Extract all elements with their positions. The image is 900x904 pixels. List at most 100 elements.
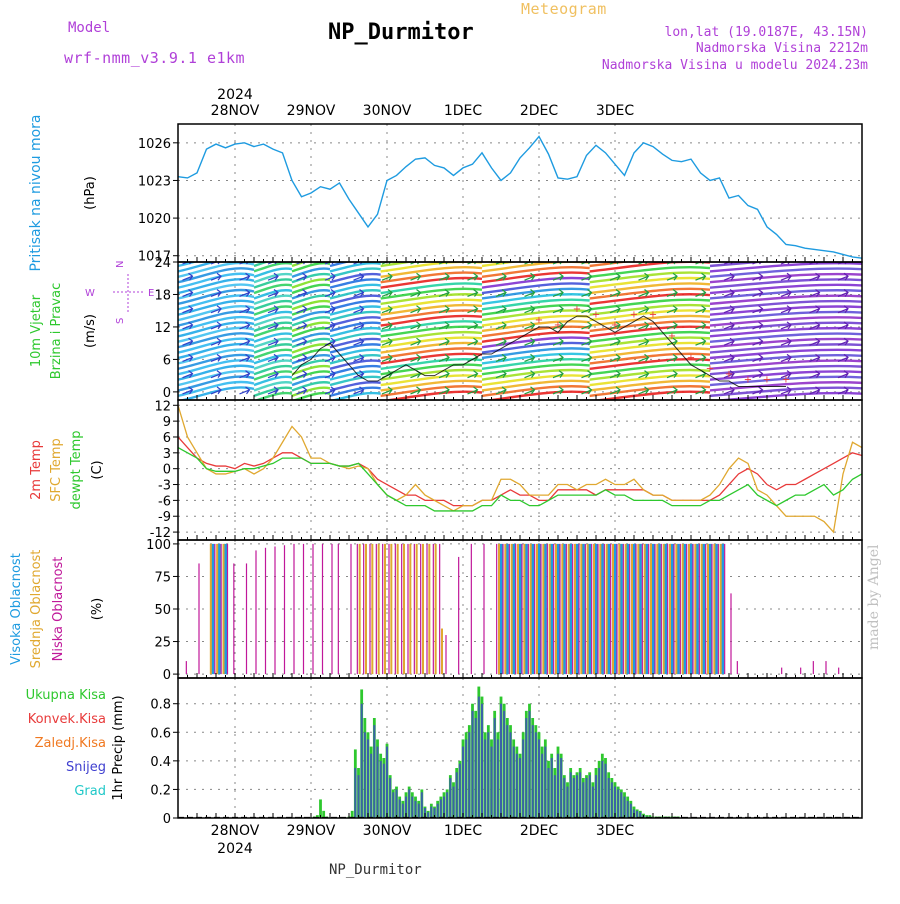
wind-arrow	[581, 272, 593, 281]
wind-streamline	[709, 332, 862, 343]
wind-arrow	[609, 305, 621, 314]
wind-streamline	[380, 314, 483, 327]
precip-snow-bar	[528, 710, 531, 818]
wind-arrow	[267, 337, 279, 346]
wind-streamline	[253, 354, 293, 365]
y-tick-label: 24	[154, 256, 171, 271]
wind-streamline	[253, 262, 293, 273]
grid-layer	[178, 124, 862, 819]
precip-snow-bar	[436, 803, 439, 818]
precip-snow-bar	[392, 792, 395, 818]
y-tick-label: 0	[163, 463, 171, 478]
precip-snow-bar	[411, 796, 414, 818]
wind-arrow	[410, 305, 422, 314]
wind-arrow	[438, 386, 450, 395]
wind-streamline	[589, 347, 711, 360]
precip-snow-bar	[477, 696, 480, 818]
wind-streamline	[589, 298, 711, 311]
wind-streamline	[253, 337, 293, 349]
wind-arrow	[581, 321, 593, 330]
precip-snow-bar	[405, 796, 407, 818]
wind-gust-mark: +	[706, 364, 714, 375]
precip-snow-bar	[566, 786, 569, 818]
wind-streamline	[709, 381, 862, 392]
precip-snow-bar	[560, 758, 563, 818]
wind-streamline	[589, 262, 633, 268]
temp-line-2	[177, 446, 863, 512]
wind-arrow	[296, 288, 308, 298]
wind-streamline	[481, 262, 590, 273]
wind-streamline	[380, 379, 483, 392]
precip-snow-bar	[598, 768, 601, 818]
wind-streamline	[178, 332, 255, 349]
wind-streamline	[481, 303, 590, 316]
precip-snow-bar	[579, 772, 582, 818]
wind-streamline	[291, 299, 331, 311]
pressure-unit: (hPa)	[83, 176, 98, 210]
wind-streamline	[380, 298, 483, 311]
wind-arrow	[809, 272, 821, 281]
wind-arrow	[581, 305, 593, 314]
wind-arrow	[524, 386, 536, 395]
wind-arrow	[723, 305, 735, 314]
wind-arrow	[809, 305, 821, 314]
wind-arrow	[495, 321, 507, 330]
model-label: Model	[68, 20, 111, 36]
wind-streamline	[253, 262, 270, 268]
wind-speed-line	[291, 315, 786, 387]
wind-arrow	[267, 272, 279, 281]
wind-gust-mark: +	[573, 304, 581, 315]
wind-arrow	[837, 321, 849, 330]
wind-streamline	[380, 347, 483, 360]
wind-arrow	[324, 386, 336, 395]
wind-streamline	[291, 267, 331, 278]
precip-snow-bar	[376, 746, 379, 818]
precip-snow-bar	[506, 725, 509, 818]
compass-n: N	[115, 261, 126, 268]
wind-arrow	[182, 353, 194, 362]
wind-streamline	[253, 326, 293, 338]
wind-streamline	[329, 272, 381, 284]
wind-streamline	[589, 357, 711, 371]
wind-streamline	[329, 375, 381, 387]
wind-arrow	[467, 288, 479, 298]
precip-snow-bar	[553, 775, 556, 818]
location-lonlat: lon,lat (19.0187E, 43.15N)	[664, 25, 869, 40]
wind-streamline	[589, 336, 711, 349]
x-label-top: 29NOV	[287, 103, 336, 119]
wind-arrow	[438, 353, 450, 362]
wind-arrow	[695, 353, 707, 362]
wind-arrow	[324, 288, 336, 298]
wind-streamline	[380, 287, 483, 300]
x-label-top: 28NOV	[211, 103, 260, 119]
precip-snow-bar	[360, 703, 363, 818]
precip-total-bar	[315, 815, 319, 818]
precip-total-bar	[350, 810, 354, 818]
wind-streamline	[589, 330, 711, 343]
wind-streamline	[709, 370, 862, 381]
wind-streamline	[329, 321, 381, 333]
wind-streamline	[291, 354, 331, 365]
wind-streamline	[589, 314, 711, 327]
precip-snow-bar	[465, 739, 468, 818]
wind-streamline	[481, 262, 520, 268]
wind-streamline	[589, 352, 711, 365]
precip-snow-bar	[458, 763, 461, 818]
wind-streamline	[329, 289, 381, 300]
precip-snow-bar	[408, 789, 411, 818]
precip-snow-bar	[490, 746, 493, 818]
wind-streamline	[291, 272, 331, 284]
wind-streamline	[481, 374, 590, 387]
wind-arrow	[182, 386, 194, 395]
wind-streamline	[481, 287, 590, 300]
precip-legend-4: Grad	[74, 784, 106, 799]
wind-arrow	[524, 370, 536, 379]
wind-arrow	[353, 288, 365, 298]
temp-line-0	[177, 436, 863, 507]
wind-arrow	[410, 321, 422, 330]
wind-streamline	[709, 316, 862, 327]
precip-snow-bar	[398, 799, 401, 818]
precip-snow-bar	[370, 753, 373, 818]
wind-streamline	[589, 385, 711, 398]
wind-arrow	[752, 272, 764, 281]
